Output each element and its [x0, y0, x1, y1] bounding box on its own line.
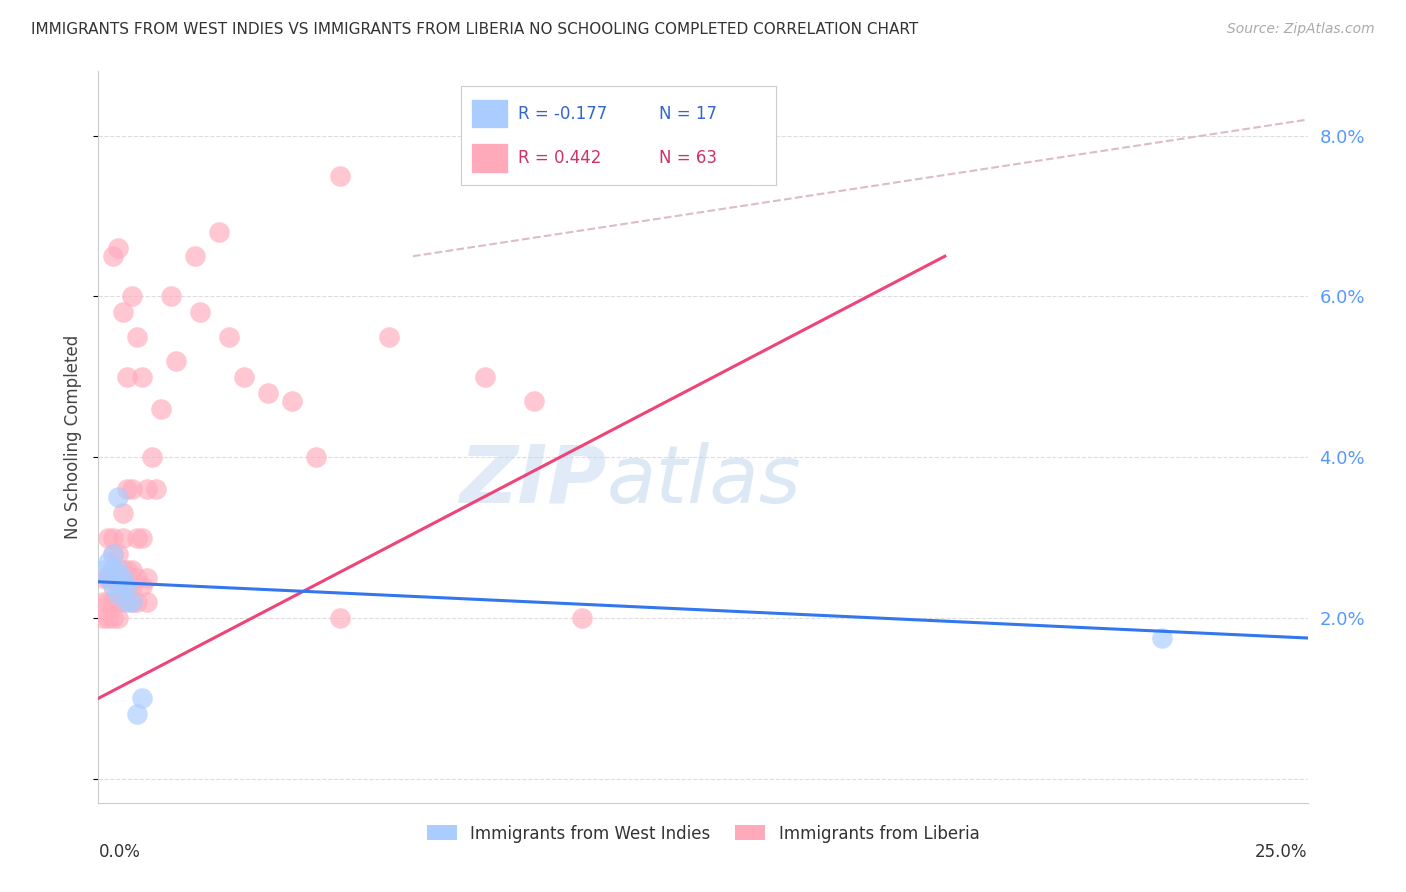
Point — [117, 369, 139, 384]
Point — [101, 563, 124, 577]
Point — [121, 595, 143, 609]
Point — [111, 571, 134, 585]
Text: atlas: atlas — [606, 442, 801, 520]
Point — [107, 547, 129, 561]
Point — [117, 595, 139, 609]
Text: Source: ZipAtlas.com: Source: ZipAtlas.com — [1227, 22, 1375, 37]
Point — [121, 289, 143, 303]
Point — [97, 571, 120, 585]
Point — [111, 595, 134, 609]
Point — [111, 563, 134, 577]
Point — [145, 483, 167, 497]
Point — [97, 571, 120, 585]
Point — [571, 611, 593, 625]
Point — [117, 483, 139, 497]
Point — [101, 563, 124, 577]
Point — [107, 241, 129, 255]
Point — [97, 531, 120, 545]
Point — [101, 611, 124, 625]
Point — [101, 579, 124, 593]
Point — [135, 595, 157, 609]
Point — [107, 595, 129, 609]
Point — [121, 579, 143, 593]
Point — [111, 579, 134, 593]
Point — [97, 555, 120, 569]
Point — [218, 329, 240, 343]
Point — [107, 491, 129, 505]
Point — [165, 353, 187, 368]
Point — [91, 563, 114, 577]
Point — [127, 595, 149, 609]
Point — [474, 369, 496, 384]
Point — [107, 571, 129, 585]
Point — [329, 611, 352, 625]
Point — [377, 329, 399, 343]
Point — [127, 707, 149, 722]
Point — [101, 579, 124, 593]
Point — [184, 249, 207, 263]
Y-axis label: No Schooling Completed: No Schooling Completed — [65, 335, 83, 539]
Point — [101, 547, 124, 561]
Legend: Immigrants from West Indies, Immigrants from Liberia: Immigrants from West Indies, Immigrants … — [420, 818, 986, 849]
Point — [101, 595, 124, 609]
Point — [131, 531, 153, 545]
Point — [111, 305, 134, 319]
Point — [127, 571, 149, 585]
Point — [160, 289, 183, 303]
Point — [97, 595, 120, 609]
Point — [150, 401, 173, 416]
Point — [91, 571, 114, 585]
Point — [188, 305, 211, 319]
Point — [131, 691, 153, 706]
Point — [131, 579, 153, 593]
Point — [281, 393, 304, 408]
Point — [97, 611, 120, 625]
Text: 25.0%: 25.0% — [1256, 843, 1308, 861]
Point — [256, 385, 278, 400]
Point — [523, 393, 546, 408]
Point — [101, 547, 124, 561]
Point — [232, 369, 254, 384]
Point — [121, 483, 143, 497]
Point — [305, 450, 328, 465]
Text: IMMIGRANTS FROM WEST INDIES VS IMMIGRANTS FROM LIBERIA NO SCHOOLING COMPLETED CO: IMMIGRANTS FROM WEST INDIES VS IMMIGRANT… — [31, 22, 918, 37]
Text: 0.0%: 0.0% — [98, 843, 141, 861]
Point — [107, 563, 129, 577]
Text: ZIP: ZIP — [458, 442, 606, 520]
Point — [91, 595, 114, 609]
Point — [107, 587, 129, 601]
Point — [107, 611, 129, 625]
Point — [131, 369, 153, 384]
Point — [101, 531, 124, 545]
Point — [117, 579, 139, 593]
Point — [91, 611, 114, 625]
Point — [101, 249, 124, 263]
Point — [121, 563, 143, 577]
Point — [111, 579, 134, 593]
Point — [127, 531, 149, 545]
Point — [111, 507, 134, 521]
Point — [111, 531, 134, 545]
Point — [117, 579, 139, 593]
Point — [121, 595, 143, 609]
Point — [127, 329, 149, 343]
Point — [135, 571, 157, 585]
Point — [141, 450, 163, 465]
Point — [135, 483, 157, 497]
Point — [1152, 631, 1174, 645]
Point — [329, 169, 352, 183]
Point — [117, 563, 139, 577]
Point — [208, 225, 231, 239]
